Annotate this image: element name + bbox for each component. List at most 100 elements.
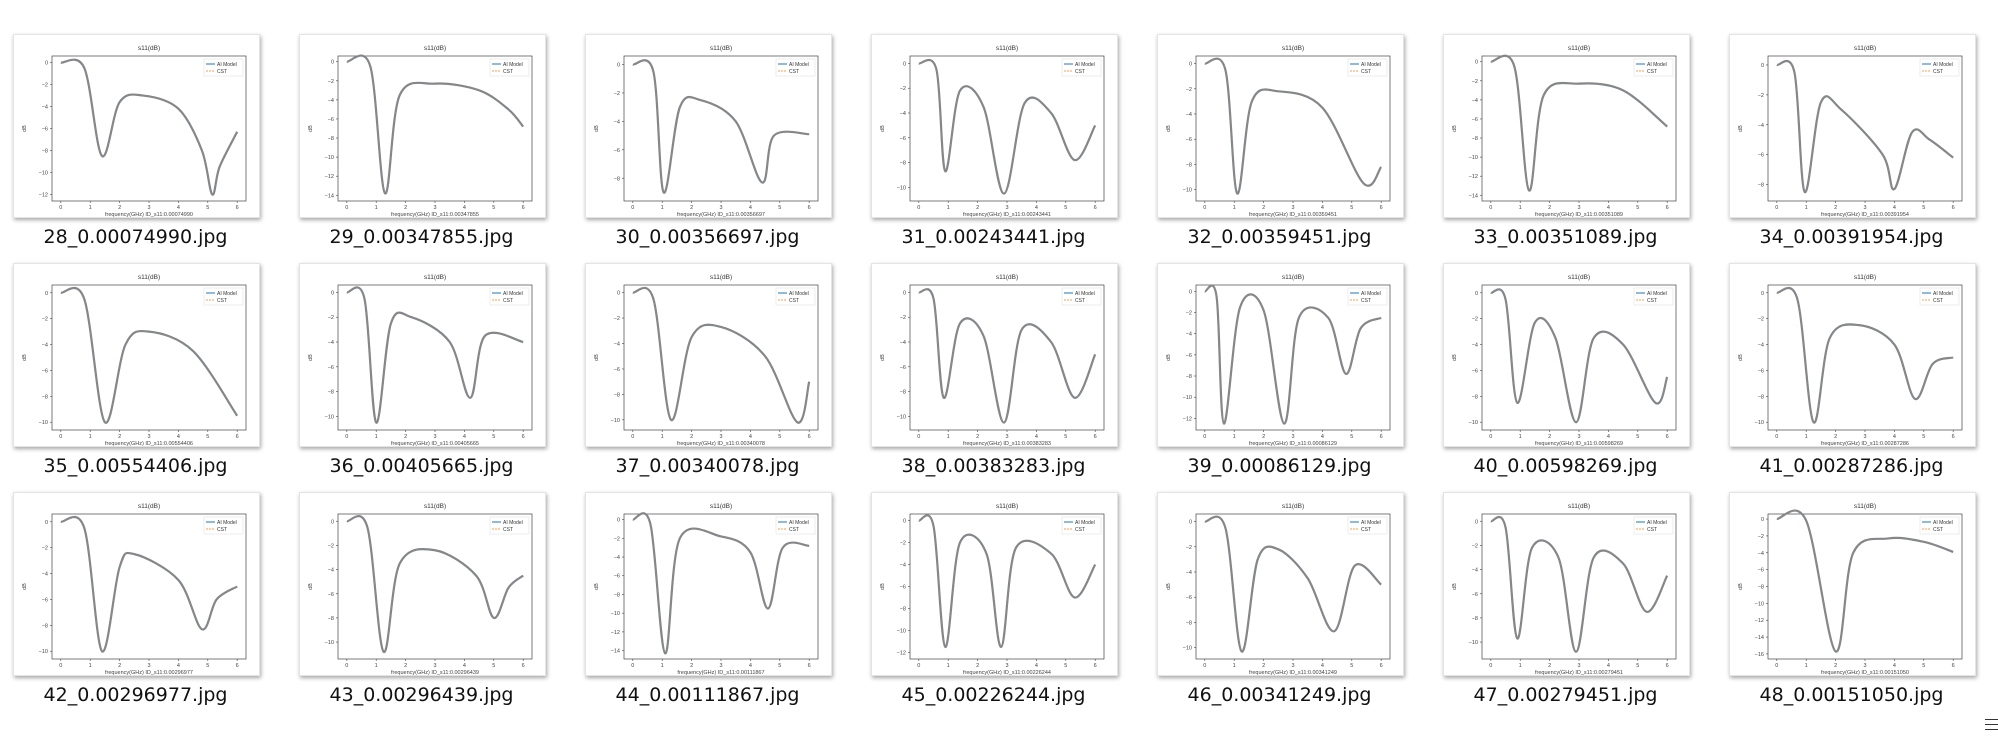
s11-chart: s11(dB) 0 1 2 3 4 5 6 0 −2 −4 −6 −8 −10 dB frequency(GH… xyxy=(1166,503,1391,675)
chart-title: s11(dB) xyxy=(996,503,1018,510)
y-axis-label: dB xyxy=(1738,354,1744,361)
file-item[interactable]: s11(dB) 0 1 2 3 4 5 6 0 −2 −4 −6 −8 −10 dB frequency(GH… xyxy=(0,458,260,706)
file-name-label[interactable]: 29_0.00347855.jpg xyxy=(329,226,514,248)
file-name-label[interactable]: 43_0.00296439.jpg xyxy=(329,684,514,706)
file-item[interactable]: s11(dB) 0 1 2 3 4 5 6 0 −2 −4 −6 −8 −10 dB frequency(GH… xyxy=(858,0,1118,248)
file-name-label[interactable]: 42_0.00296977.jpg xyxy=(43,684,228,706)
ai-model-curve xyxy=(1203,284,1382,425)
file-item[interactable]: s11(dB) 0 1 2 3 4 5 6 0 −2 −4 −6 −8 −10 −12 −14 dB freque… xyxy=(572,458,832,706)
legend-ai-model-label: AI Model xyxy=(503,520,523,526)
legend-ai-model-label: AI Model xyxy=(217,291,237,297)
file-name-label[interactable]: 35_0.00554406.jpg xyxy=(43,455,228,477)
file-item[interactable]: s11(dB) 0 1 2 3 4 5 6 0 −2 −4 −6 −8 −10 −12 dB frequency… xyxy=(0,0,260,248)
file-item[interactable]: s11(dB) 0 1 2 3 4 5 6 0 −2 −4 −6 −8 −10 dB frequency(GH… xyxy=(1430,229,1690,477)
y-tick-label: 0 xyxy=(45,520,48,526)
file-name-label[interactable]: 32_0.00359451.jpg xyxy=(1187,226,1372,248)
file-item[interactable]: s11(dB) 0 1 2 3 4 5 6 0 −2 −4 −6 −8 −10 dB frequency(GH… xyxy=(1430,458,1690,706)
file-name-label[interactable]: 41_0.00287286.jpg xyxy=(1759,455,1944,477)
file-name-label[interactable]: 40_0.00598269.jpg xyxy=(1473,455,1658,477)
x-tick-label: 6 xyxy=(1952,205,1955,211)
y-tick-label: −4 xyxy=(1758,343,1764,349)
y-tick-label: 0 xyxy=(1189,520,1192,526)
file-item[interactable]: s11(dB) 0 1 2 3 4 5 6 0 −2 −4 −6 −8 −10 −12 −14 dB freque… xyxy=(1430,0,1690,248)
file-item[interactable]: s11(dB) 0 1 2 3 4 5 6 0 −2 −4 −6 −8 −10 dB frequency(GH… xyxy=(858,229,1118,477)
x-axis-label: frequency(GHz) ID_s11:0.00296439 xyxy=(391,670,479,675)
y-axis-label: dB xyxy=(594,583,600,590)
y-axis-label: dB xyxy=(1452,354,1458,361)
file-item[interactable]: s11(dB) 0 1 2 3 4 5 6 0 −2 −4 −6 −8 dB frequency(GHz) … xyxy=(572,0,832,248)
file-name-label[interactable]: 31_0.00243441.jpg xyxy=(901,226,1086,248)
chart-title: s11(dB) xyxy=(1568,274,1590,281)
y-tick-label: −10 xyxy=(1469,640,1478,646)
x-tick-label: 3 xyxy=(1863,663,1866,669)
y-axis-label: dB xyxy=(22,583,28,590)
x-tick-label: 1 xyxy=(1805,663,1808,669)
y-tick-label: −2 xyxy=(614,316,620,322)
x-tick-label: 0 xyxy=(917,205,920,211)
file-name-label[interactable]: 36_0.00405665.jpg xyxy=(329,455,514,477)
x-axis-label: frequency(GHz) ID_s11:0.00296977 xyxy=(105,670,193,675)
x-tick-label: 3 xyxy=(147,434,150,440)
y-tick-label: −6 xyxy=(1758,153,1764,159)
legend-cst-label: CST xyxy=(1075,527,1085,533)
x-tick-label: 1 xyxy=(1233,205,1236,211)
file-thumbnail: s11(dB) 0 1 2 3 4 5 6 0 −2 −4 −6 −8 −10 −12 dB frequency… xyxy=(13,34,260,218)
file-name-label[interactable]: 47_0.00279451.jpg xyxy=(1473,684,1658,706)
file-item[interactable]: s11(dB) 0 1 2 3 4 5 6 0 −2 −4 −6 −8 −10 dB frequency(GH… xyxy=(286,458,546,706)
chart-title: s11(dB) xyxy=(138,503,160,510)
file-name-label[interactable]: 28_0.00074990.jpg xyxy=(43,226,228,248)
y-tick-label: 0 xyxy=(1761,63,1764,69)
file-item[interactable]: s11(dB) 0 1 2 3 4 5 6 0 −2 −4 −6 −8 −10 −12 dB frequency… xyxy=(858,458,1118,706)
x-tick-label: 0 xyxy=(345,663,348,669)
y-tick-label: −12 xyxy=(325,174,334,180)
y-tick-label: −4 xyxy=(614,342,620,348)
file-name-label[interactable]: 38_0.00383283.jpg xyxy=(901,455,1086,477)
y-tick-label: −2 xyxy=(1186,87,1192,93)
legend-box xyxy=(1633,58,1674,77)
legend-box xyxy=(1347,287,1388,306)
y-tick-label: −10 xyxy=(39,170,48,176)
file-item[interactable]: s11(dB) 0 1 2 3 4 5 6 0 −2 −4 −6 −8 −10 dB frequency(GH… xyxy=(572,229,832,477)
view-options-icon[interactable] xyxy=(1985,719,1998,731)
file-item[interactable]: s11(dB) 0 1 2 3 4 5 6 0 −2 −4 −6 −8 −10 −12 −14 −16 dB fre… xyxy=(1716,458,1976,706)
x-tick-label: 3 xyxy=(433,663,436,669)
y-tick-label: −14 xyxy=(1469,193,1478,199)
legend-cst-label: CST xyxy=(789,69,799,75)
x-tick-label: 4 xyxy=(1607,663,1610,669)
file-name-label[interactable]: 45_0.00226244.jpg xyxy=(901,684,1086,706)
file-name-label[interactable]: 33_0.00351089.jpg xyxy=(1473,226,1658,248)
file-item[interactable]: s11(dB) 0 1 2 3 4 5 6 0 −2 −4 −6 −8 −10 dB frequency(GH… xyxy=(286,229,546,477)
x-tick-label: 1 xyxy=(89,434,92,440)
y-axis-label: dB xyxy=(1166,125,1172,132)
chart-title: s11(dB) xyxy=(424,274,446,281)
file-item[interactable]: s11(dB) 0 1 2 3 4 5 6 0 −2 −4 −6 −8 −10 dB frequency(GH… xyxy=(1144,0,1404,248)
file-name-label[interactable]: 30_0.00356697.jpg xyxy=(615,226,800,248)
file-name-label[interactable]: 37_0.00340078.jpg xyxy=(615,455,800,477)
y-tick-label: −6 xyxy=(900,585,906,591)
x-tick-label: 4 xyxy=(1893,434,1896,440)
file-name-label[interactable]: 46_0.00341249.jpg xyxy=(1187,684,1372,706)
file-item[interactable]: s11(dB) 0 1 2 3 4 5 6 0 −2 −4 −6 −8 −10 dB frequency(GH… xyxy=(1716,229,1976,477)
file-item[interactable]: s11(dB) 0 1 2 3 4 5 6 0 −2 −4 −6 −8 −10 dB frequency(GH… xyxy=(0,229,260,477)
y-tick-label: −10 xyxy=(1183,395,1192,401)
y-tick-label: −2 xyxy=(614,536,620,542)
y-tick-label: −6 xyxy=(1758,368,1764,374)
file-item[interactable]: s11(dB) 0 1 2 3 4 5 6 0 −2 −4 −6 −8 −10 −12 dB frequency… xyxy=(1144,229,1404,477)
file-name-label[interactable]: 48_0.00151050.jpg xyxy=(1759,684,1944,706)
file-item[interactable]: s11(dB) 0 1 2 3 4 5 6 0 −2 −4 −6 −8 −10 dB frequency(GH… xyxy=(1144,458,1404,706)
file-name-label[interactable]: 39_0.00086129.jpg xyxy=(1187,455,1372,477)
file-item[interactable]: s11(dB) 0 1 2 3 4 5 6 0 −2 −4 −6 −8 −10 −12 −14 dB freque… xyxy=(286,0,546,248)
file-name-label[interactable]: 34_0.00391954.jpg xyxy=(1759,226,1944,248)
x-tick-label: 5 xyxy=(778,205,781,211)
cst-curve xyxy=(918,288,1096,423)
x-tick-label: 4 xyxy=(1607,434,1610,440)
x-tick-label: 5 xyxy=(778,434,781,440)
file-item[interactable]: s11(dB) 0 1 2 3 4 5 6 0 −2 −4 −6 −8 dB frequency(GHz) … xyxy=(1716,0,1976,248)
x-tick-label: 3 xyxy=(147,663,150,669)
chart-title: s11(dB) xyxy=(424,45,446,52)
y-axis-label: dB xyxy=(308,125,314,132)
legend-box xyxy=(1061,287,1102,306)
file-name-label[interactable]: 44_0.00111867.jpg xyxy=(615,684,800,706)
y-tick-label: −12 xyxy=(1469,174,1478,180)
y-tick-label: 0 xyxy=(331,519,334,525)
